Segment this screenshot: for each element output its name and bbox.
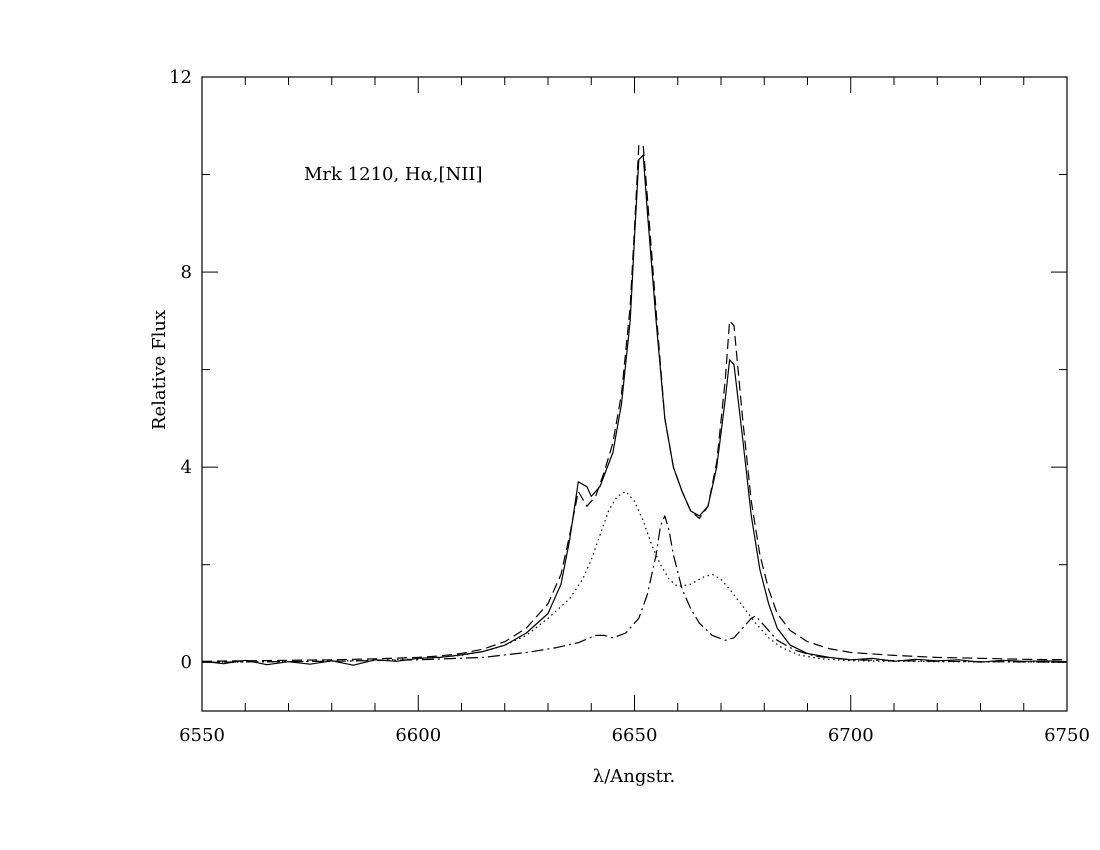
series-dashdot-line <box>201 515 1068 663</box>
y-tick-label: 0 <box>181 652 192 673</box>
x-axis-label: λ/Angstr. <box>593 766 675 787</box>
series-solid-line <box>201 154 1068 666</box>
x-tick-label: 6600 <box>395 725 441 746</box>
spectrum-annotation: Mrk 1210, Hα,[NII] <box>304 164 483 185</box>
x-tick-label: 6650 <box>612 725 658 746</box>
series-dashed-line <box>201 144 1068 662</box>
series-dotted-line <box>201 490 1068 663</box>
series-lines <box>201 144 1068 666</box>
x-tick-label: 6550 <box>179 725 225 746</box>
y-tick-label: 8 <box>181 262 192 283</box>
y-tick-label: 4 <box>181 457 192 478</box>
tick-labels: 6550 6600 6650 6700 6750 0 4 8 12 <box>169 67 1090 746</box>
y-tick-label: 12 <box>169 67 192 88</box>
x-tick-label: 6700 <box>828 725 874 746</box>
x-tick-label: 6750 <box>1044 725 1090 746</box>
y-axis-label: Relative Flux <box>149 310 170 430</box>
